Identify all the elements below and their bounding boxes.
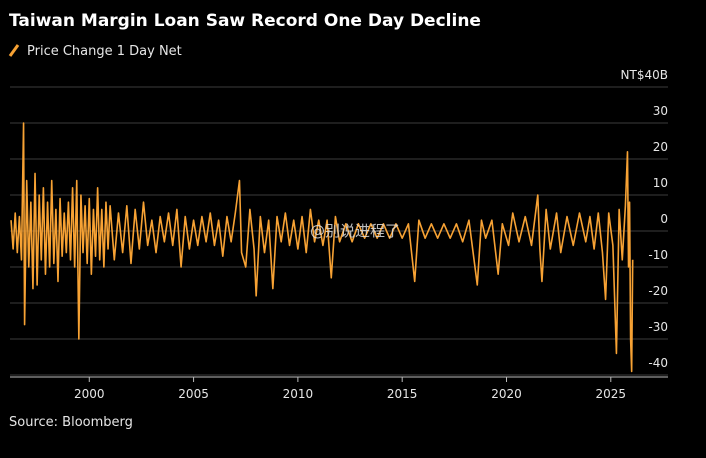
source: Source: Bloomberg <box>9 415 133 430</box>
x-tick-label: 2020 <box>491 387 522 401</box>
y-tick-label: -10 <box>648 248 668 262</box>
y-tick-label: 10 <box>653 176 668 190</box>
x-tick-label: 2005 <box>178 387 209 401</box>
x-tick-label: 2000 <box>74 387 105 401</box>
legend-swatch <box>8 44 20 57</box>
y-tick-label: -40 <box>648 356 668 370</box>
x-tick-label: 2010 <box>283 387 314 401</box>
y-tick-label: -20 <box>648 284 668 298</box>
chart-title: Taiwan Margin Loan Saw Record One Day De… <box>9 11 481 31</box>
y-tick-label: NT$40B <box>621 68 668 82</box>
series-line <box>10 122 634 373</box>
watermark: @别说进程了 <box>310 222 400 240</box>
y-tick-label: 20 <box>653 140 668 154</box>
y-tick-label: 0 <box>660 212 668 226</box>
x-tick-label: 2015 <box>387 387 418 401</box>
x-tick-label: 2025 <box>596 387 627 401</box>
legend-label: Price Change 1 Day Net <box>27 44 182 59</box>
y-tick-label: 30 <box>653 104 668 118</box>
y-tick-label: -30 <box>648 320 668 334</box>
